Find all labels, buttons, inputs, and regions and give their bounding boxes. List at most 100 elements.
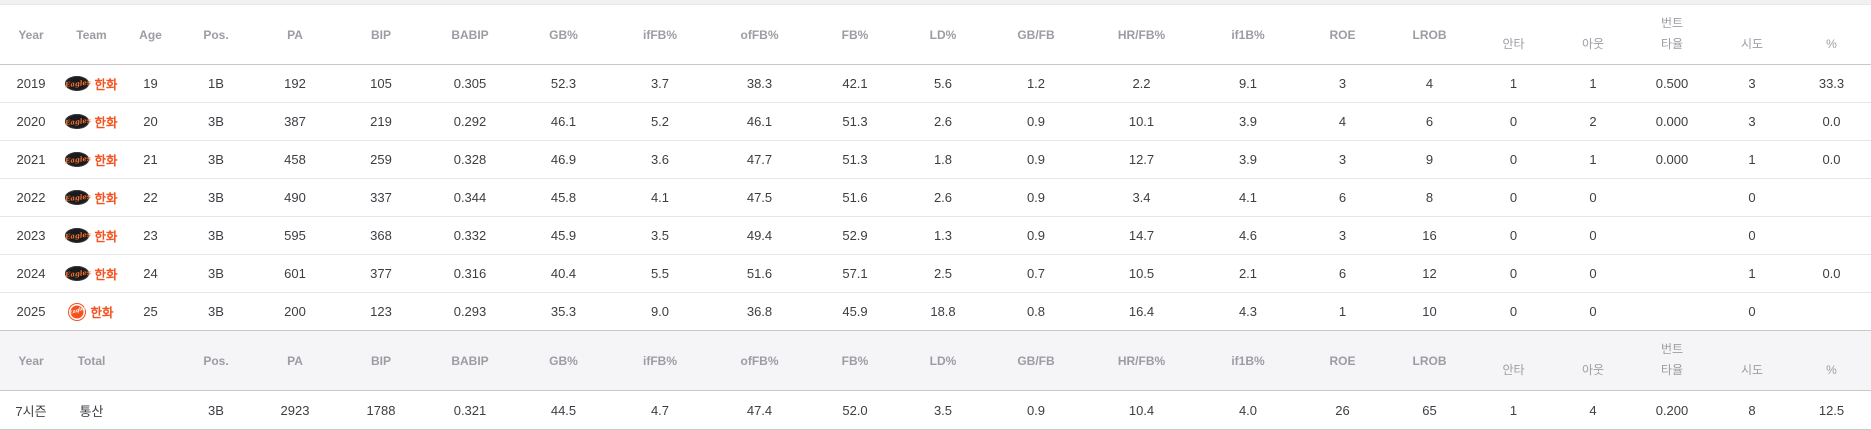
stat-cell [1632, 216, 1712, 255]
stat-cell: 65 [1386, 390, 1473, 430]
stat-cell: 52.9 [810, 216, 900, 255]
logo-script-text: Eagles [65, 115, 92, 128]
stat-cell: 3.4 [1086, 178, 1197, 217]
stat-cell: 595 [252, 216, 338, 255]
column-header: GB/FB [986, 331, 1086, 391]
stat-cell: 24 [121, 254, 180, 293]
stat-cell: 0.9 [986, 216, 1086, 255]
bunt-group-header: 번트 [1660, 16, 1684, 30]
column-header: LD% [900, 331, 986, 391]
stat-cell: 0.9 [986, 140, 1086, 179]
bunt-column-header: 아웃 [1581, 37, 1605, 51]
stat-cell: 2.2 [1086, 64, 1197, 103]
stat-cell: 192 [252, 64, 338, 103]
stat-cell: 42.1 [810, 64, 900, 103]
stat-cell: 2 [1554, 102, 1632, 141]
column-header: Year [18, 27, 44, 42]
stat-cell: 3 [1299, 140, 1386, 179]
top-divider [0, 0, 1871, 5]
stat-cell: 0 [1473, 140, 1554, 179]
column-header: ROE [1299, 331, 1386, 391]
stat-cell: 0 [1473, 254, 1554, 293]
career-total-table: Year Total Pos. PA BIP BABIP GB% ifFB% ofFB% FB% L… [0, 331, 1871, 430]
column-header: ofFB% [740, 27, 779, 42]
stat-cell: 52.0 [810, 390, 900, 430]
stat-cell: 490 [252, 178, 338, 217]
table-row: 2025 Eagles 한화 25 3B 200 123 0.293 35.3 9.0 36.8 45… [0, 292, 1871, 331]
stat-cell: 5.6 [900, 64, 986, 103]
column-header: Team [76, 27, 107, 42]
stat-cell: 3 [1712, 64, 1792, 103]
stat-cell: 9 [1386, 140, 1473, 179]
logo-script-text: Eagles [65, 191, 92, 204]
stat-cell: 0.321 [424, 390, 516, 430]
stat-cell: 6 [1299, 254, 1386, 293]
stat-cell: 51.3 [810, 140, 900, 179]
stat-cell: 1 [1554, 140, 1632, 179]
stat-cell: 0 [1473, 216, 1554, 255]
stat-cell: 46.9 [516, 140, 611, 179]
stat-cell [1792, 292, 1871, 331]
column-header: FB% [841, 27, 869, 42]
stat-cell: 1788 [338, 390, 424, 430]
logo-script-text: Eagles [65, 77, 92, 90]
column-header: HR/FB% [1086, 331, 1197, 391]
stat-cell: 45.9 [516, 216, 611, 255]
stat-cell: 0.292 [424, 102, 516, 141]
column-header: LD% [929, 27, 957, 42]
stat-cell: 1B [180, 64, 252, 103]
stat-cell: 3B [180, 102, 252, 141]
stat-cell: 0 [1554, 292, 1632, 331]
column-header: GB% [549, 27, 578, 42]
team-name: 한화 [94, 268, 118, 282]
stat-cell: 38.3 [709, 64, 810, 103]
column-header: if1B% [1231, 27, 1265, 42]
stat-cell: 16.4 [1086, 292, 1197, 331]
stat-cell: 0 [1554, 216, 1632, 255]
stat-cell: 3.5 [900, 390, 986, 430]
stat-cell: 6 [1386, 102, 1473, 141]
stat-cell: 10 [1386, 292, 1473, 331]
stat-cell: 25 [121, 292, 180, 331]
stat-cell: 4.1 [611, 178, 709, 217]
stat-cell: 47.4 [709, 390, 810, 430]
column-header: ifFB% [643, 27, 677, 42]
stat-cell: 200 [252, 292, 338, 331]
hanwha-logo-classic-icon: Eagles [65, 114, 92, 129]
stat-cell: 51.6 [709, 254, 810, 293]
stat-cell: 40.4 [516, 254, 611, 293]
header-row-bunt: 안타 아웃 타율 시도% [0, 31, 1871, 65]
bunt-group-header: 번트 [1473, 331, 1871, 357]
stat-cell [1632, 178, 1712, 217]
column-header: BABIP [424, 331, 516, 391]
total-table-header: Year Total Pos. PA BIP BABIP GB% ifFB% ofFB% FB% L… [0, 331, 1871, 391]
stat-cell: 0.8 [986, 292, 1086, 331]
year-cell: 2020 [0, 102, 62, 141]
hanwha-logo-classic-icon: Eagles [65, 190, 92, 205]
yearly-table-body: 2019 Eagles 한화 19 1B 192 105 0.305 52.3 3.7 38.3 42… [0, 64, 1871, 331]
stat-cell: 26 [1299, 390, 1386, 430]
column-header: ofFB% [709, 331, 810, 391]
stat-cell: 3 [1299, 216, 1386, 255]
stat-cell: 35.3 [516, 292, 611, 331]
stat-cell: 123 [338, 292, 424, 331]
stat-cell: 4.7 [611, 390, 709, 430]
stat-cell: 23 [121, 216, 180, 255]
stat-cell: 0 [1554, 178, 1632, 217]
logo-script-text: Eagles [65, 267, 92, 280]
stat-cell: 377 [338, 254, 424, 293]
stat-cell: 2.6 [900, 102, 986, 141]
stat-cell: 3B [180, 140, 252, 179]
column-header: LROB [1386, 331, 1473, 391]
column-header [121, 331, 180, 391]
team-cell: Eagles 한화 [62, 102, 121, 141]
total-table-body: 7시즌 통산 3B 2923 1788 0.321 44.5 4.7 47.4 52.0 3.5 0.… [0, 390, 1871, 430]
stat-cell: 0.7 [986, 254, 1086, 293]
year-cell: 2022 [0, 178, 62, 217]
header-row-main: Year Total Pos. PA BIP BABIP GB% ifFB% ofFB% FB% L… [0, 331, 1871, 391]
stat-cell: 6 [1299, 178, 1386, 217]
stat-cell: 0 [1473, 178, 1554, 217]
stat-cell: 0 [1554, 254, 1632, 293]
table-row: 2021 Eagles 한화 21 3B 458 259 0.328 46.9 3.6 47.7 51… [0, 140, 1871, 179]
stat-cell: 2.1 [1197, 254, 1299, 293]
